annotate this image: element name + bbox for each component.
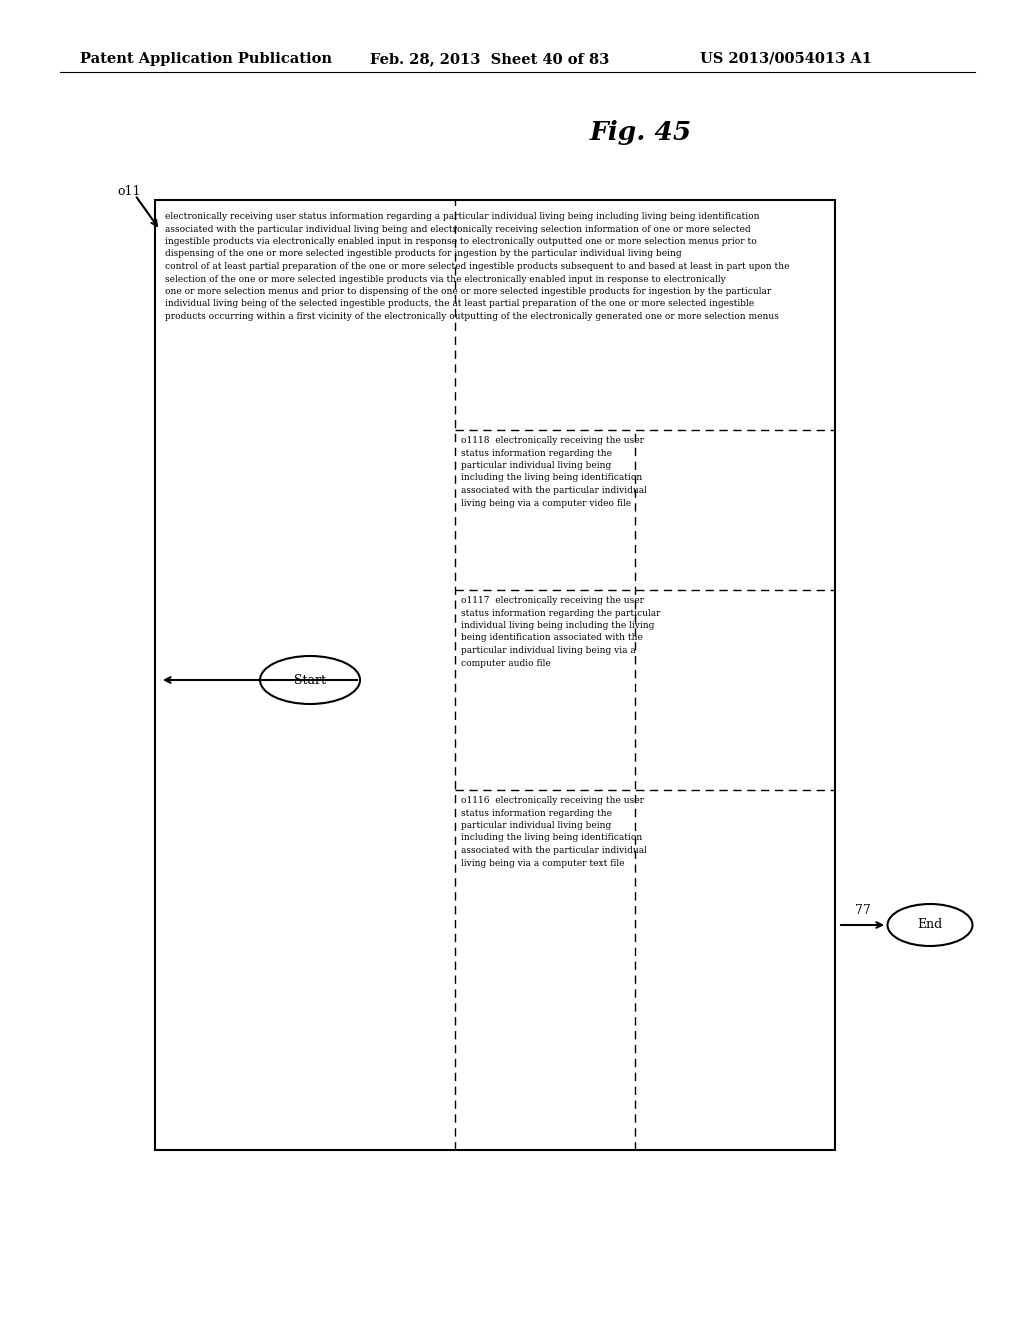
Text: End: End — [918, 919, 943, 932]
Text: o1118  electronically receiving the user
status information regarding the
partic: o1118 electronically receiving the user … — [461, 436, 647, 507]
Bar — [155, 201, 835, 1150]
Text: Fig. 45: Fig. 45 — [590, 120, 692, 145]
Ellipse shape — [888, 904, 973, 946]
Text: electronically receiving user status information regarding a particular individu: electronically receiving user status inf… — [165, 213, 790, 321]
Text: Start: Start — [294, 673, 326, 686]
Text: 77: 77 — [855, 904, 870, 917]
Text: US 2013/0054013 A1: US 2013/0054013 A1 — [700, 51, 872, 66]
Text: o11: o11 — [117, 185, 140, 198]
Text: o1116  electronically receiving the user
status information regarding the
partic: o1116 electronically receiving the user … — [461, 796, 647, 867]
Text: Patent Application Publication: Patent Application Publication — [80, 51, 332, 66]
Text: Feb. 28, 2013  Sheet 40 of 83: Feb. 28, 2013 Sheet 40 of 83 — [370, 51, 609, 66]
Ellipse shape — [260, 656, 360, 704]
Text: o1117  electronically receiving the user
status information regarding the partic: o1117 electronically receiving the user … — [461, 597, 660, 668]
